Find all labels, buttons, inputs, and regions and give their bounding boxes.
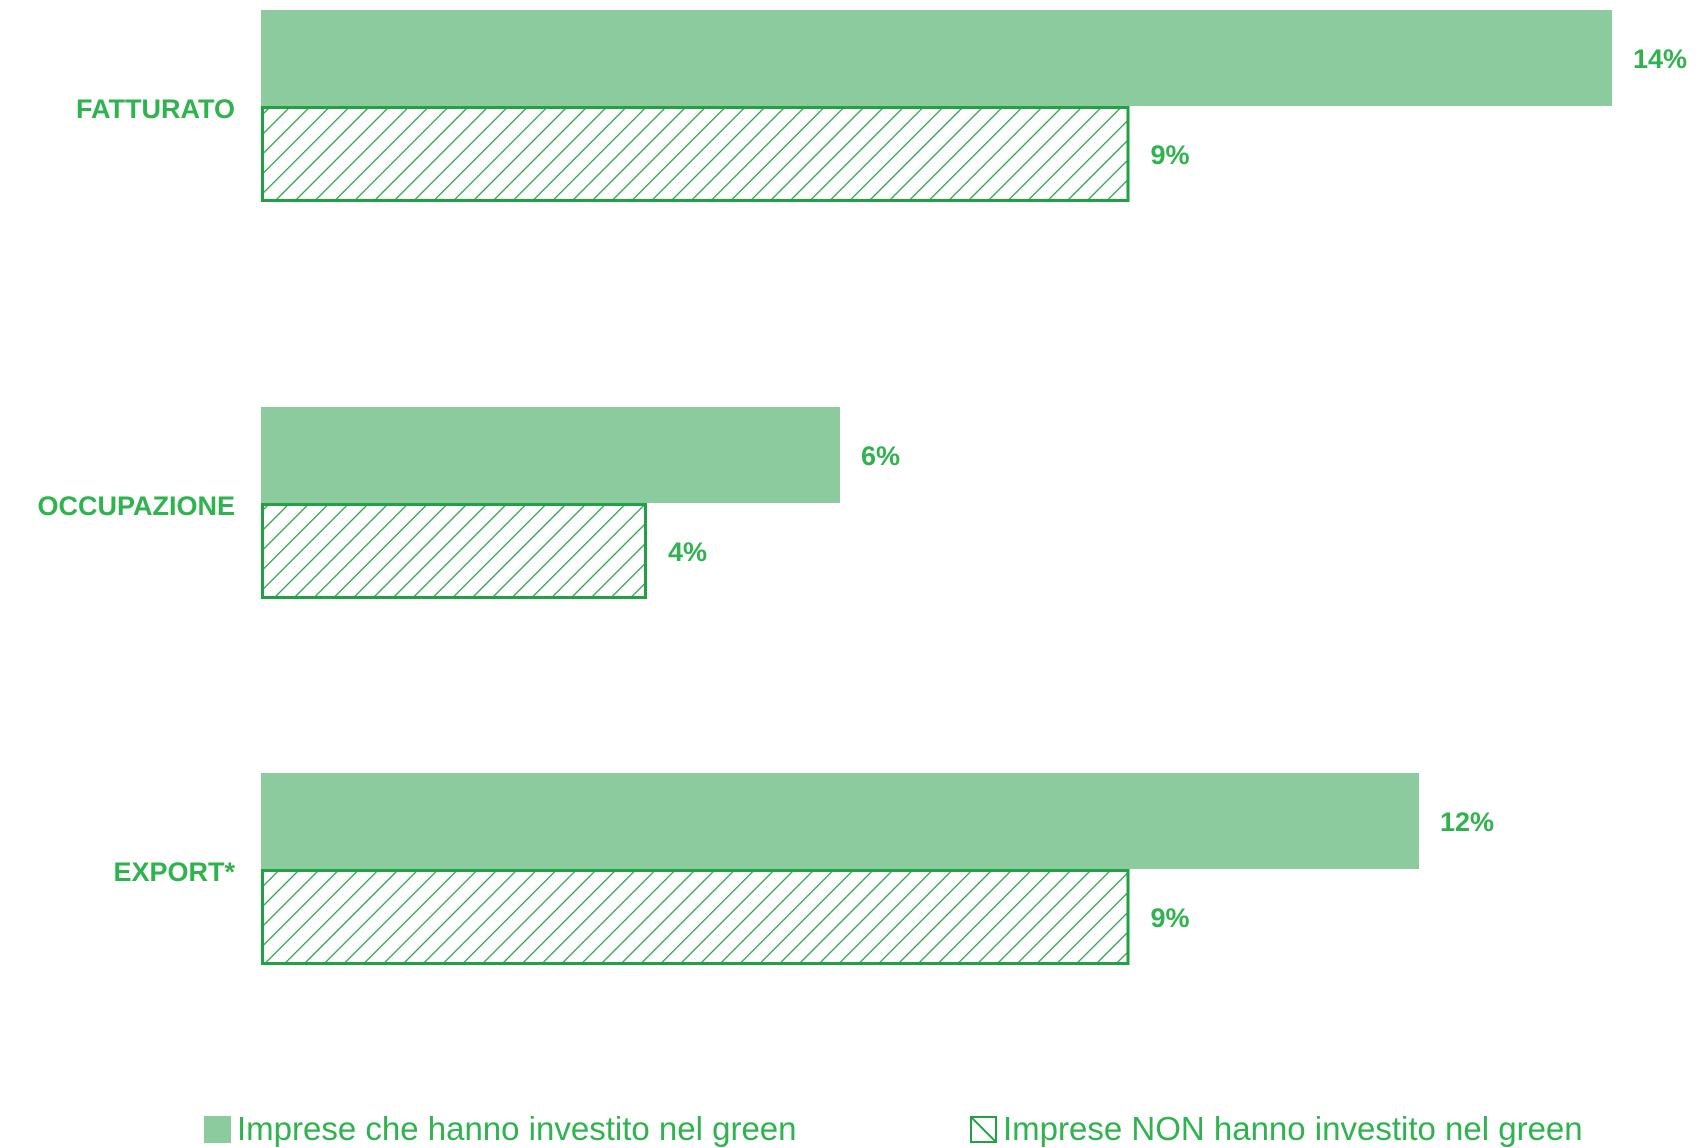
value-label: 12% — [1440, 807, 1494, 837]
value-label: 9% — [1151, 140, 1190, 170]
legend-item-green: Imprese che hanno investito nel green — [204, 1110, 797, 1148]
value-label: 9% — [1151, 903, 1190, 933]
bar-green — [261, 773, 1419, 869]
category-label: EXPORT* — [113, 857, 235, 887]
bar-non-green — [261, 869, 1130, 965]
hatched-swatch-icon — [970, 1115, 997, 1143]
legend-item-non-green: Imprese NON hanno investito nel green — [970, 1110, 1583, 1148]
category-label: FATTURATO — [76, 94, 235, 124]
value-label: 4% — [668, 537, 707, 567]
legend-label-non-green: Imprese NON hanno investito nel green — [1003, 1110, 1583, 1147]
chart-legend: Imprese che hanno investito nel green Im… — [0, 1110, 1704, 1148]
bar-chart: FATTURATO 14% 9% OCCUPAZIONE 6% 4% EXPORT* 12% 9… — [37, 10, 1687, 965]
bar-green — [261, 407, 840, 503]
solid-swatch-icon — [204, 1115, 231, 1143]
bar-non-green — [261, 503, 647, 599]
category-label: OCCUPAZIONE — [37, 491, 235, 521]
legend-label-green: Imprese che hanno investito nel green — [237, 1110, 797, 1147]
bar-non-green — [261, 106, 1130, 202]
value-label: 14% — [1633, 44, 1687, 74]
value-label: 6% — [861, 441, 900, 471]
bar-green — [261, 10, 1612, 106]
